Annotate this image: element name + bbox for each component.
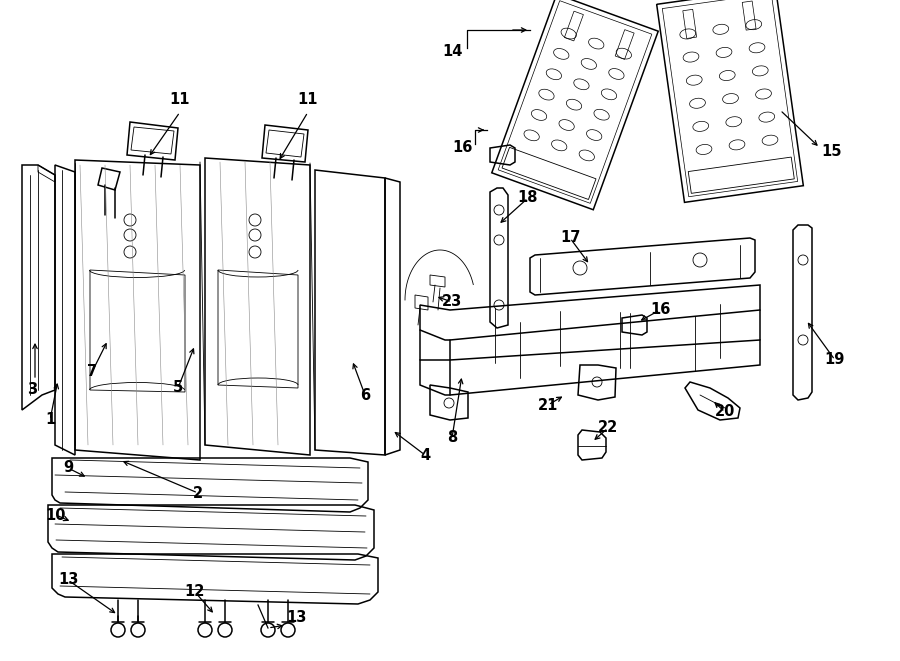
Text: 14: 14 <box>442 44 463 59</box>
Text: 11: 11 <box>170 93 190 108</box>
Text: 1: 1 <box>45 412 55 428</box>
Text: 19: 19 <box>824 352 845 368</box>
Text: 13: 13 <box>286 611 306 625</box>
Text: 5: 5 <box>173 381 183 395</box>
Text: 6: 6 <box>360 387 370 403</box>
Text: 16: 16 <box>453 141 473 155</box>
Text: 18: 18 <box>518 190 538 206</box>
Text: 4: 4 <box>420 447 430 463</box>
Text: 22: 22 <box>598 420 618 436</box>
Text: 7: 7 <box>87 364 97 379</box>
Text: 2: 2 <box>193 485 203 500</box>
Text: 3: 3 <box>27 383 37 397</box>
Text: 16: 16 <box>650 303 670 317</box>
Text: 11: 11 <box>298 93 319 108</box>
Text: 15: 15 <box>822 145 842 159</box>
Text: 21: 21 <box>538 397 558 412</box>
Text: 9: 9 <box>63 461 73 475</box>
Text: 12: 12 <box>184 584 205 600</box>
Text: 8: 8 <box>447 430 457 446</box>
Text: 23: 23 <box>442 295 462 309</box>
Text: 13: 13 <box>58 572 78 588</box>
Text: 20: 20 <box>715 405 735 420</box>
Text: 10: 10 <box>46 508 67 522</box>
Text: 17: 17 <box>560 231 580 245</box>
